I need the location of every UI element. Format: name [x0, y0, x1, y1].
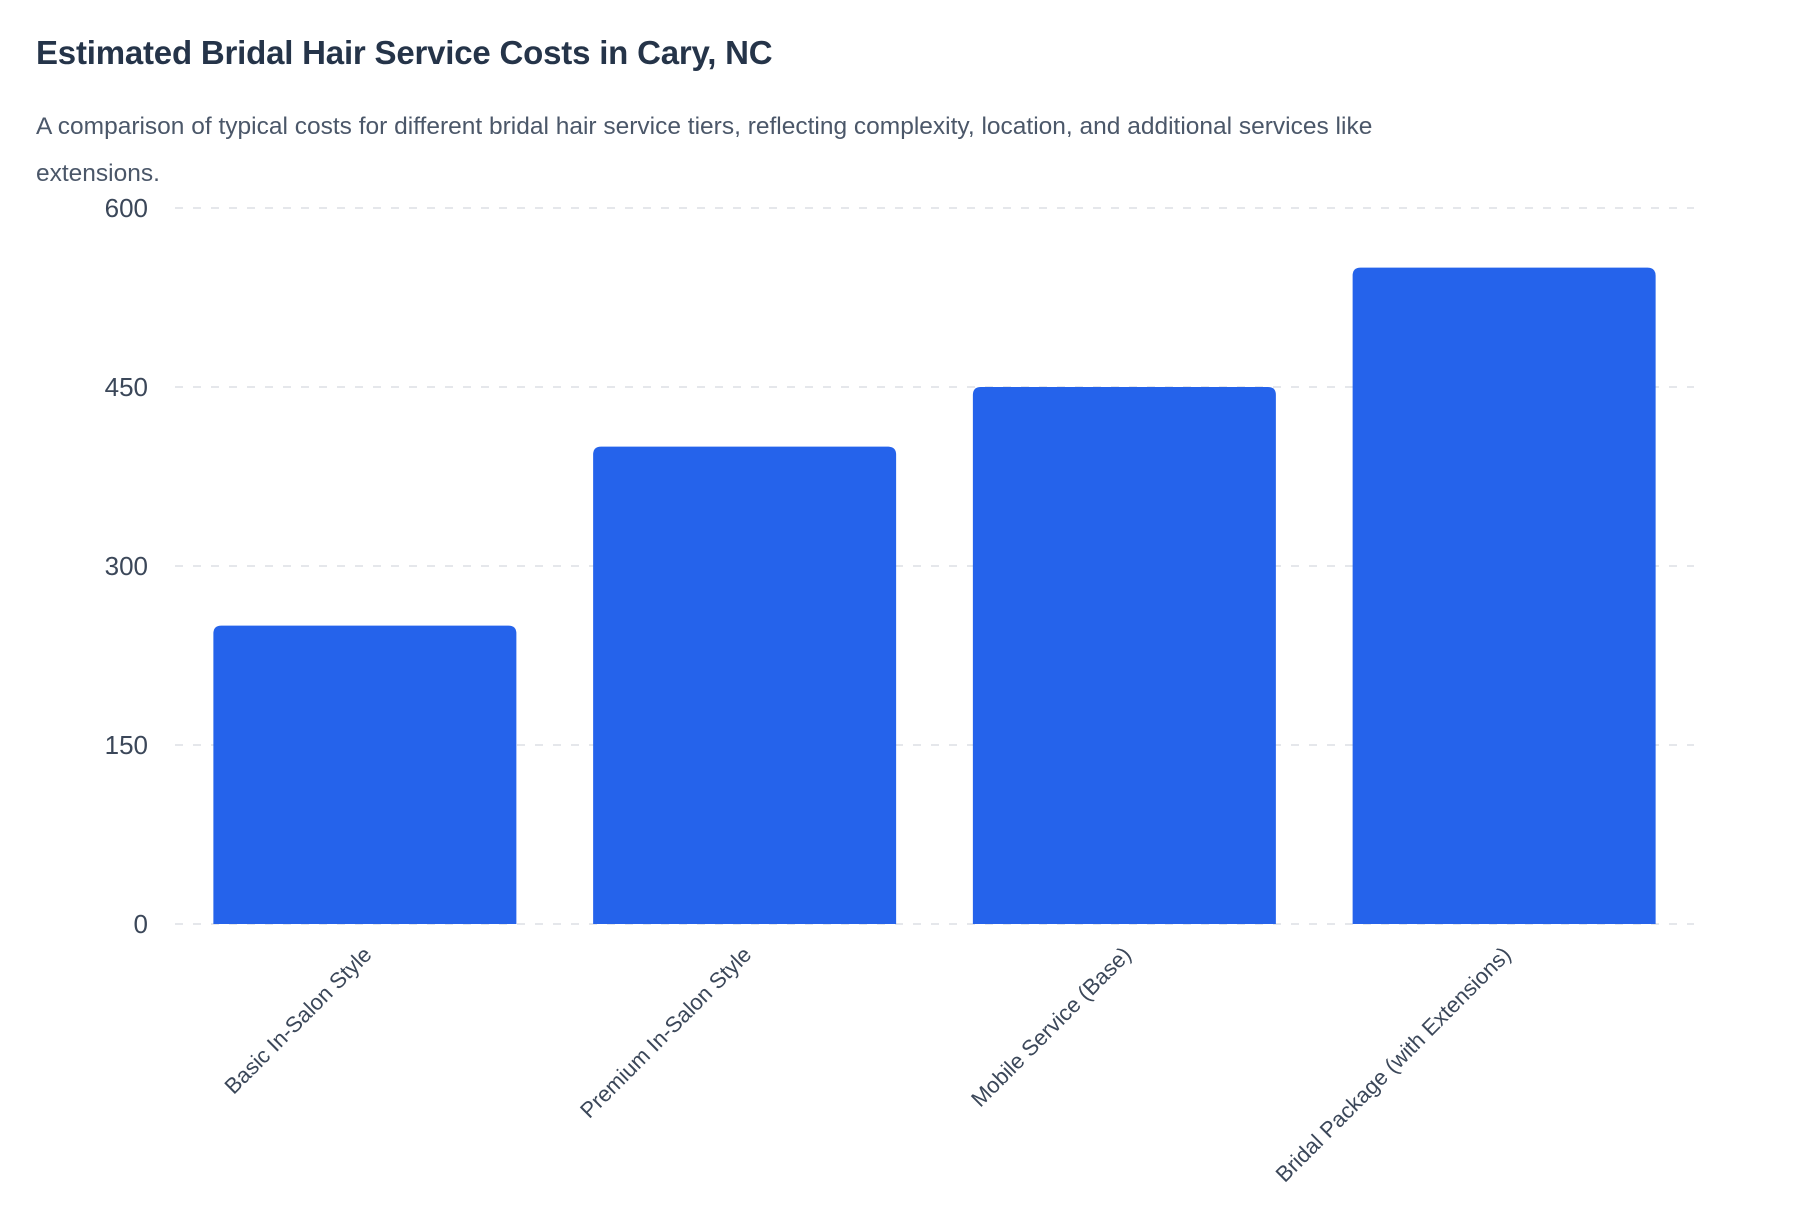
y-tick-label-150: 150 [105, 730, 148, 760]
y-tick-label-450: 450 [105, 372, 148, 402]
chart-title: Estimated Bridal Hair Service Costs in C… [36, 34, 773, 71]
y-tick-label-300: 300 [105, 551, 148, 581]
x-tick-label-bridal-package-with-extensions: Bridal Package (with Extensions) [1271, 942, 1516, 1187]
chart-subtitle-line-1: A comparison of typical costs for differ… [36, 113, 1373, 140]
bar-bridal-package-with-extensions[interactable] [1352, 267, 1656, 925]
y-tick-label-0: 0 [134, 909, 148, 939]
bar-premium-in-salon-style[interactable] [593, 446, 897, 924]
bar-basic-in-salon-style[interactable] [213, 625, 517, 924]
bar-mobile-service-base[interactable] [972, 387, 1276, 924]
y-tick-label-600: 600 [105, 193, 148, 223]
x-tick-label-mobile-service-base: Mobile Service (Base) [966, 942, 1136, 1112]
x-tick-label-premium-in-salon-style: Premium In-Salon Style [575, 942, 756, 1123]
chart-subtitle: A comparison of typical costs for differ… [36, 103, 1716, 197]
x-tick-label-basic-in-salon-style: Basic In-Salon Style [220, 942, 377, 1099]
chart-subtitle-line-2: extensions. [36, 160, 160, 187]
